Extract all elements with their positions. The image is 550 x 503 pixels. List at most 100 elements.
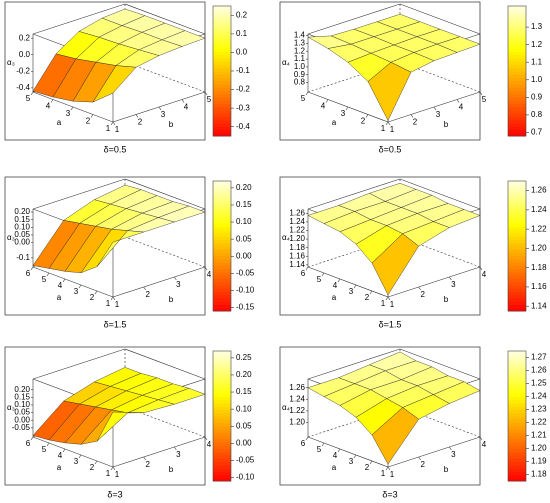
colorbar-step [508,281,526,286]
y-tick-label: 4 [58,281,63,290]
colorbar-step [508,223,526,227]
y-tick-label: 3 [74,457,79,466]
surface-cell [96,230,144,267]
colorbar-tick-label: 1.26 [531,366,547,375]
colorbar-step [508,364,526,368]
colorbar-step [508,442,526,446]
colorbar-step [213,58,231,62]
colorbar-step [213,304,231,309]
colorbar-step [508,262,526,266]
colorbar-step [508,22,526,26]
x-tick-label: 3 [161,110,166,119]
colorbar-tick-label: 1.18 [531,470,547,479]
x-tick-label: 2 [420,460,425,469]
y-tick [369,460,373,465]
colorbar-tick-label: 0.00 [236,251,252,260]
colorbar-step [213,451,231,456]
y-tick [325,99,329,103]
colorbar-step [213,129,231,134]
colorbar-tick-label: 0.0 [236,48,248,57]
x-tick [410,114,414,118]
colorbar-step [508,471,526,475]
z-tick-label: 0.10 [14,400,30,409]
colorbar-step [508,9,526,13]
colorbar-step [213,354,231,358]
colorbar-step [213,445,231,449]
colorbar-tick-label: 0.05 [236,234,252,243]
y-tick-label: 6 [301,269,306,278]
colorbar-step [508,307,526,312]
colorbar-step [213,252,231,257]
colorbar-step [213,106,231,111]
colorbar-tick-label: 1.18 [531,263,547,272]
y-tick [30,436,34,441]
y-tick-label: 4 [321,102,326,111]
colorbar-step [508,61,526,65]
y-tick-label: 4 [58,451,63,460]
surface-cell [371,407,419,465]
colorbar-step [213,291,231,296]
colorbar-step [508,298,526,302]
colorbar-step [508,64,526,69]
colorbar-tick-label: -0.1 [236,66,250,75]
colorbar-step [508,116,526,121]
colorbar-step [213,233,231,237]
colorbar-step [213,406,231,410]
y-tick [62,278,66,283]
x-tick-label: 1 [390,470,395,479]
surface-cell [367,62,412,121]
surface-cell [92,65,137,103]
x-tick [449,446,452,451]
box-edge [124,348,206,380]
box-edge [124,178,206,210]
y-tick-label: 3 [349,287,354,296]
colorbar-tick-label: 0.7 [531,128,543,137]
colorbar-step [508,38,526,43]
colorbar-step [508,110,526,114]
z-axis-label: α₃ [7,58,15,67]
y-tick [110,296,114,301]
colorbar-step [213,100,231,104]
y-tick [94,460,98,465]
colorbar-step [508,412,526,417]
y-tick-label: 5 [42,275,47,284]
colorbar-step [213,285,231,289]
colorbar-step [508,93,526,98]
colorbar-step [213,425,231,430]
y-axis-label: a [57,463,62,472]
colorbar-step [213,468,231,472]
colorbar-step [508,194,526,198]
z-tick-label: 0.15 [14,392,30,401]
colorbar-step [213,210,231,214]
colorbar-step [508,373,526,378]
colorbar-tick-label: 0.15 [236,387,252,396]
colorbar-step [508,74,526,78]
x-tick [158,106,162,111]
z-tick-label: 0.8 [294,78,306,87]
colorbar-step [213,213,231,218]
colorbar-tick-label: 1.21 [531,431,547,440]
colorbar-step [508,97,526,101]
colorbar-step [508,416,526,420]
colorbar-step [508,288,526,292]
x-axis-label: b [169,465,174,474]
colorbar-step [508,87,526,91]
colorbar-step [213,275,231,279]
panel-caption: δ=3 [382,489,397,499]
colorbar-step [213,123,231,127]
colorbar-step [213,288,231,292]
colorbar-step [508,474,526,479]
colorbar-step [213,262,231,266]
colorbar-step [508,399,526,404]
z-tick-label: 0.9 [294,70,306,79]
colorbar-tick-label: -0.05 [236,456,255,465]
z-tick-label: 0.20 [14,207,30,216]
colorbar-step [213,471,231,475]
colorbar-step [508,84,526,88]
colorbar-step [508,207,526,211]
x-tick [479,91,483,96]
colorbar-step [213,294,231,299]
colorbar-step [213,377,231,381]
colorbar-step [508,445,526,449]
colorbar-step [213,220,231,224]
